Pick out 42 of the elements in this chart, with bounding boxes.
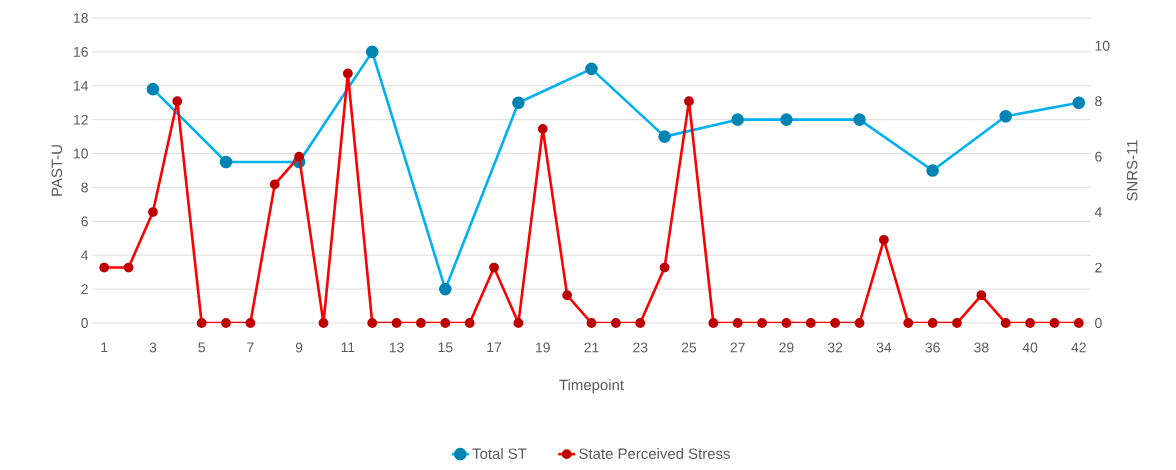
x-tick-label: 32 bbox=[827, 342, 843, 353]
x-tick-label: 17 bbox=[487, 342, 502, 353]
legend-label: State Perceived Stress bbox=[579, 447, 730, 459]
y2-tick-label: 0 bbox=[1095, 318, 1102, 328]
y-tick-label: 10 bbox=[74, 148, 88, 159]
x-tick-label: 25 bbox=[681, 342, 697, 353]
y-tick-label: 18 bbox=[74, 13, 88, 23]
y-tick-label: 2 bbox=[81, 284, 88, 294]
x-tick-label: 29 bbox=[779, 342, 794, 353]
y2-tick-label: 8 bbox=[1095, 96, 1102, 107]
x-tick-label: 38 bbox=[974, 342, 989, 353]
y2-axis-title: SNRS-11 bbox=[1126, 140, 1138, 201]
y2-tick-label: 6 bbox=[1095, 151, 1102, 162]
legend-label: Total ST bbox=[472, 447, 527, 459]
y-tick-label: 12 bbox=[74, 114, 88, 125]
y2-tick-label: 4 bbox=[1094, 207, 1102, 217]
y-tick-label: 0 bbox=[81, 318, 88, 328]
x-tick-label: 1 bbox=[101, 342, 108, 353]
x-tick-label: 3 bbox=[149, 342, 157, 353]
x-tick-label: 11 bbox=[341, 342, 355, 353]
x-tick-label: 34 bbox=[876, 342, 892, 353]
x-tick-label: 13 bbox=[389, 342, 404, 353]
y-tick-label: 6 bbox=[81, 216, 88, 227]
x-tick-label: 42 bbox=[1071, 342, 1086, 353]
y-tick-label: 16 bbox=[74, 46, 88, 57]
x-tick-label: 19 bbox=[536, 342, 550, 353]
x-tick-label: 23 bbox=[633, 342, 648, 353]
x-tick-label: 21 bbox=[584, 342, 599, 353]
y-tick-label: 4 bbox=[81, 250, 89, 261]
y-axis-title: PAST-U bbox=[51, 145, 63, 196]
x-tick-label: 27 bbox=[730, 342, 745, 353]
x-tick-label: 9 bbox=[295, 342, 303, 353]
y2-tick-label: 2 bbox=[1095, 262, 1102, 273]
y-tick-label: 14 bbox=[74, 80, 89, 91]
x-tick-label: 5 bbox=[198, 342, 205, 353]
x-tick-label: 40 bbox=[1022, 342, 1038, 353]
x-axis-title: Timepoint bbox=[559, 379, 624, 394]
y-tick-label: 8 bbox=[81, 182, 88, 193]
x-tick-label: 36 bbox=[925, 342, 940, 353]
x-tick-label: 7 bbox=[247, 342, 254, 353]
y2-tick-label: 10 bbox=[1095, 40, 1110, 51]
x-tick-label: 15 bbox=[438, 342, 453, 353]
